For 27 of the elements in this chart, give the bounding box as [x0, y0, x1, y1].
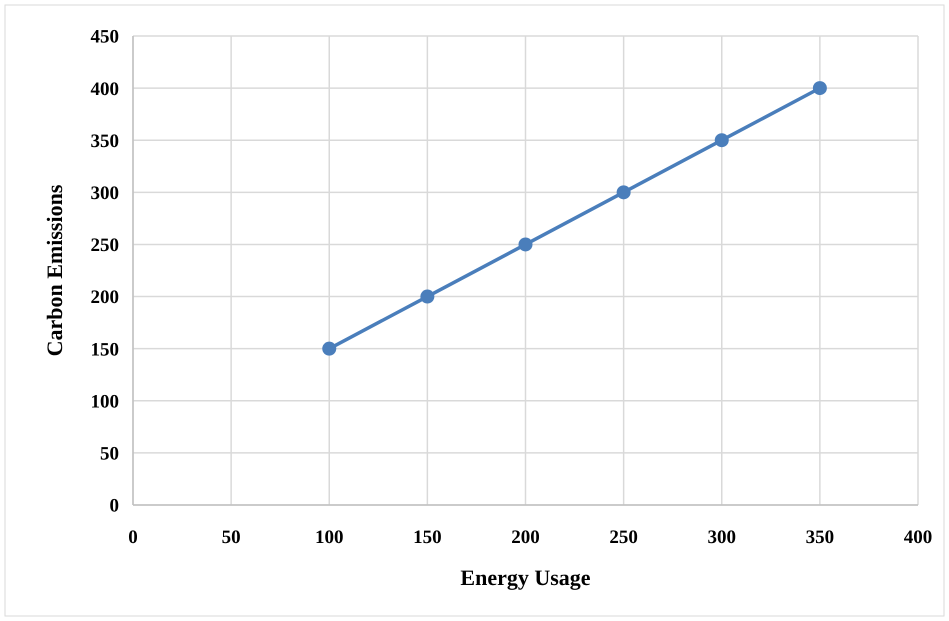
- x-tick-label: 250: [609, 527, 638, 548]
- x-tick-label: 100: [315, 527, 344, 548]
- y-tick-label: 400: [90, 78, 119, 100]
- y-tick-label: 300: [90, 182, 119, 204]
- x-tick-label: 400: [904, 527, 932, 548]
- y-tick-label: 150: [90, 339, 119, 360]
- point: [616, 185, 631, 200]
- x-tick-label: 50: [222, 527, 241, 548]
- y-tick-label: 250: [90, 235, 119, 256]
- x-tick-label: 150: [413, 527, 442, 548]
- y-tick-label: 50: [100, 444, 119, 465]
- point: [714, 133, 729, 148]
- point: [518, 237, 532, 252]
- point: [812, 81, 827, 96]
- point: [322, 342, 336, 356]
- x-tick-label: 0: [128, 527, 138, 548]
- y-tick-label: 350: [90, 130, 119, 152]
- y-tick-label: 200: [90, 287, 119, 308]
- y-axis-title: Carbon Emissions: [42, 184, 67, 356]
- y-tick-label: 100: [90, 391, 119, 412]
- x-tick-label: 200: [511, 527, 540, 548]
- point: [420, 290, 434, 304]
- x-axis-title: Energy Usage: [460, 565, 591, 590]
- x-tick-label: 300: [708, 527, 736, 548]
- y-tick-label: 450: [90, 26, 119, 48]
- y-tick-label: 0: [110, 496, 119, 517]
- x-tick-label: 350: [806, 527, 834, 548]
